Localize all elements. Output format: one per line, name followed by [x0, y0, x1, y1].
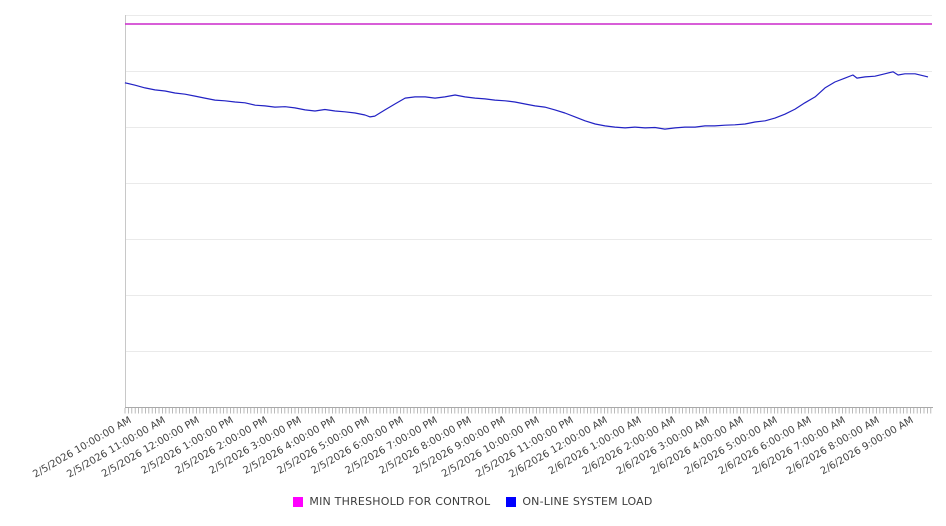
system-load-line — [124, 71, 929, 130]
legend-item-system-load[interactable]: ON-LINE SYSTEM LOAD — [506, 495, 652, 508]
legend-item-min-threshold[interactable]: MIN THRESHOLD FOR CONTROL — [293, 495, 490, 508]
legend-swatch-min-threshold-icon — [293, 496, 304, 507]
x-axis-minor-ticks — [124, 408, 932, 414]
legend-swatch-system-load-icon — [506, 496, 517, 507]
legend-label-system-load: ON-LINE SYSTEM LOAD — [522, 495, 653, 508]
legend-label-min-threshold: MIN THRESHOLD FOR CONTROL — [309, 495, 491, 508]
chart-legend: MIN THRESHOLD FOR CONTROL ON-LINE SYSTEM… — [0, 495, 946, 508]
